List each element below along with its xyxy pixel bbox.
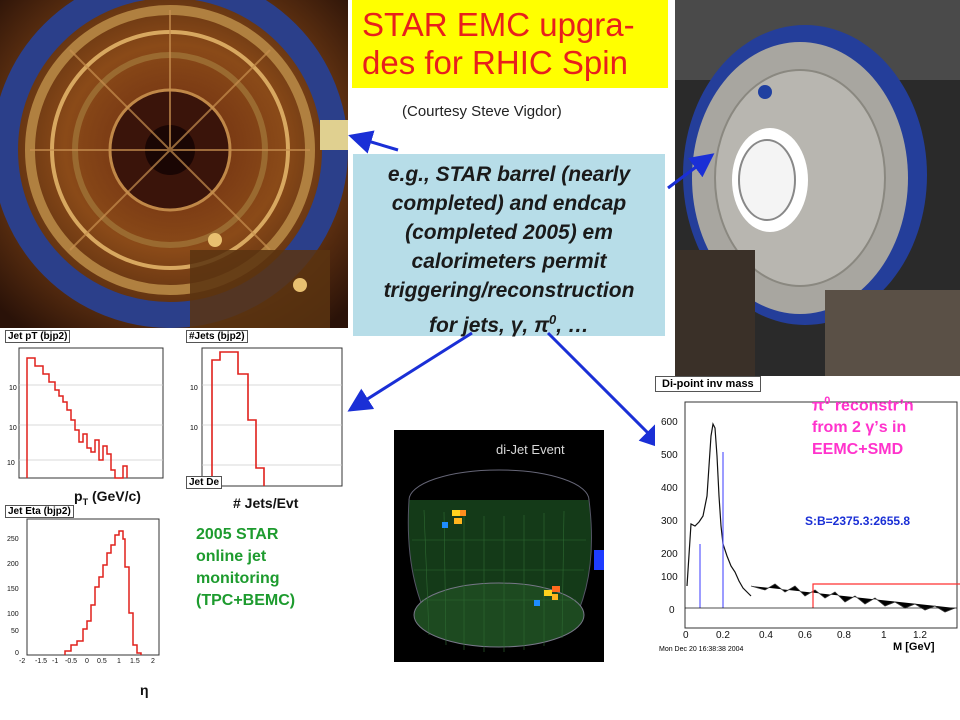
jet-eta-title: Jet Eta (bjp2) (5, 505, 74, 518)
eta-ytick-150: 150 (7, 586, 19, 593)
eta-xtick-1: -2 (19, 658, 25, 665)
eta-xtick-5: 0 (85, 658, 89, 665)
dipoint-xtick-3: 0.4 (759, 630, 773, 641)
star-barrel-photo (0, 0, 348, 328)
eta-xtick-9: 2 (151, 658, 155, 665)
online-jet-monitoring-note: 2005 STAR online jet monitoring (TPC+BEM… (196, 526, 296, 609)
svg-text:10: 10 (9, 385, 17, 392)
eta-ytick-250: 250 (7, 536, 19, 543)
dipoint-ytick-100: 100 (661, 572, 678, 583)
svg-text:10: 10 (190, 425, 198, 432)
dipoint-xtick-7: 1.2 (913, 630, 927, 641)
jet-eta-xlabel: η (140, 682, 149, 698)
eta-xtick-3: -1 (52, 658, 58, 665)
dipoint-xtick-2: 0.2 (716, 630, 730, 641)
eta-ytick-0: 0 (15, 650, 19, 657)
dipoint-title: Di-point inv mass (655, 376, 761, 392)
dipoint-inv-mass-plot: 600 500 400 300 200 100 0 0 0.2 0.4 0.6 … (655, 376, 960, 666)
slide-title: STAR EMC upgra- des for RHIC Spin (352, 0, 668, 88)
jet-pt-histogram: 10 10 10 Jet pT (bjp2) (5, 330, 167, 485)
arrow-to-jet-plots (347, 331, 473, 412)
dipoint-ytick-400: 400 (661, 483, 678, 494)
dipoint-ytick-300: 300 (661, 516, 678, 527)
eta-xtick-4: -0.5 (65, 658, 77, 665)
jet-pt-title: Jet pT (bjp2) (5, 330, 71, 343)
pi0-reconstruction-note: π0 reconstr’n from 2 γ’s in EEMC+SMD (812, 395, 914, 459)
callout-line-3: (completed 2005) em (405, 221, 613, 244)
callout-line-2: completed) and endcap (391, 192, 627, 215)
callout-line-4: calorimeters permit (411, 250, 607, 273)
star-endcap-photo (675, 0, 960, 378)
svg-text:10: 10 (7, 460, 15, 467)
dipoint-ytick-600: 600 (661, 417, 678, 428)
dipoint-xtick-1: 0 (683, 630, 689, 641)
eta-xtick-7: 1 (117, 658, 121, 665)
dipoint-date-stamp: Mon Dec 20 16:38:38 2004 (659, 646, 744, 653)
dipoint-xtick-5: 0.8 (837, 630, 851, 641)
dipoint-ytick-500: 500 (661, 450, 678, 461)
eta-ytick-50: 50 (11, 628, 19, 635)
calorimeter-callout: e.g., STAR barrel (nearly completed) and… (353, 154, 665, 337)
jets-per-event-histogram: 10 10 #Jets (bjp2) Jet De (186, 330, 346, 493)
dijet-event-display: di-Jet Event (394, 430, 604, 662)
eta-xtick-6: 0.5 (97, 658, 107, 665)
eta-xtick-2: -1.5 (35, 658, 47, 665)
jet-eta-histogram: 250 200 150 100 50 0 -2 -1.5 -1 -0.5 0 0… (5, 505, 165, 667)
callout-line-6: for jets, γ, π0, … (429, 312, 589, 337)
arrow-to-endcap (667, 153, 715, 190)
callout-line-1: e.g., STAR barrel (nearly (387, 163, 631, 186)
svg-text:10: 10 (190, 385, 198, 392)
jet-pt-xlabel: pT (GeV/c) (74, 488, 141, 507)
dipoint-ytick-0: 0 (669, 605, 675, 616)
jet-de-tab: Jet De (186, 476, 223, 489)
dipoint-ytick-200: 200 (661, 549, 678, 560)
courtesy-credit: (Courtesy Steve Vigdor) (402, 103, 562, 120)
eta-xtick-8: 1.5 (130, 658, 140, 665)
dipoint-xtick-4: 0.6 (798, 630, 812, 641)
dipoint-xlabel: M [GeV] (893, 641, 935, 653)
svg-text:10: 10 (9, 425, 17, 432)
eta-ytick-100: 100 (7, 611, 19, 618)
dijet-event-label: di-Jet Event (496, 442, 565, 457)
callout-line-5: triggering/reconstruction (383, 279, 635, 302)
eta-ytick-200: 200 (7, 561, 19, 568)
dipoint-xtick-6: 1 (881, 630, 887, 641)
arrow-to-dipoint-plot (546, 331, 665, 450)
arrow-to-barrel (348, 130, 399, 154)
jets-per-event-title: #Jets (bjp2) (186, 330, 248, 343)
jets-per-event-xlabel: # Jets/Evt (233, 495, 299, 511)
signal-background-ratio: S:B=2375.3:2655.8 (805, 514, 911, 528)
